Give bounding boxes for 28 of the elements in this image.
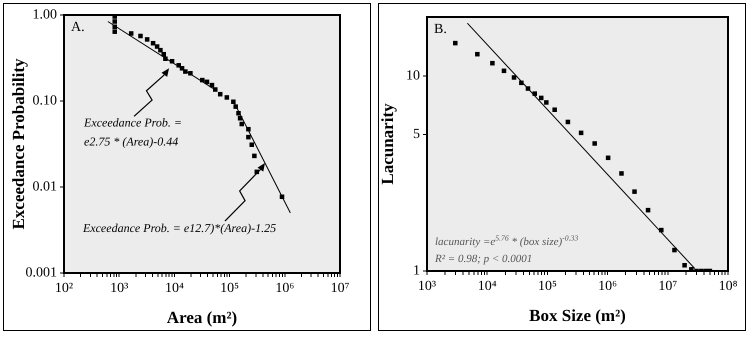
y-tick-label: 10 (406, 68, 420, 84)
x-tick-label: 10⁵ (538, 279, 557, 294)
x-tick-label: 10⁶ (598, 279, 618, 294)
annotation: B. (434, 22, 447, 37)
x-tick-label: 10⁴ (164, 281, 184, 296)
x-axis-title: Area (m²) (166, 308, 238, 327)
y-tick-label: 0.01 (32, 180, 57, 195)
x-axis-title: Box Size (m²) (529, 306, 626, 325)
y-tick-label: 0.10 (32, 94, 57, 109)
y-tick-label: 1.00 (32, 8, 57, 23)
x-tick-label: 10⁷ (658, 279, 678, 294)
x-tick-label: 10² (54, 281, 74, 296)
y-tick-label: 0.001 (26, 266, 57, 281)
y-tick-label: 1 (413, 264, 420, 279)
y-tick-label: 5 (413, 127, 420, 142)
annotation: A. (71, 20, 85, 35)
annotation: Exceedance Prob. = e12.7)*(Area)-1.25 (82, 221, 276, 236)
y-axis-title: Exceedance Probability (9, 58, 28, 230)
x-tick-label: 10⁴ (478, 279, 497, 294)
annotation: R² = 0.98; p < 0.0001 (434, 253, 532, 265)
x-tick-label: 10⁵ (220, 281, 240, 296)
x-tick-label: 10³ (418, 279, 436, 294)
x-tick-label: 10⁶ (275, 281, 294, 296)
x-tick-label: 10⁸ (718, 279, 738, 294)
y-axis-title: Lacunarity (378, 102, 397, 185)
x-tick-label: 10⁷ (330, 281, 350, 296)
annotation: Exceedance Prob. = e2.75 * (Area)-0.44 (83, 115, 182, 148)
x-tick-label: 10³ (110, 281, 128, 296)
